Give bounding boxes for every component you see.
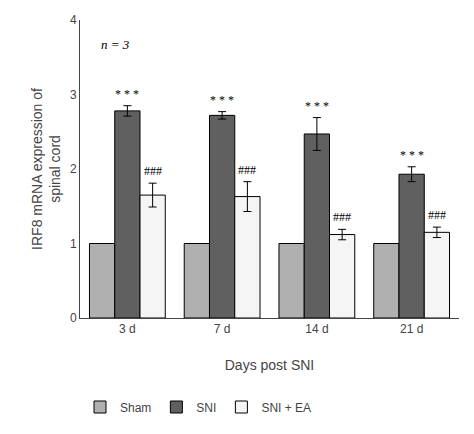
svg-text:Days post SNI: Days post SNI: [225, 357, 314, 373]
svg-text:IRF8 mRNA expression ofspinal: IRF8 mRNA expression ofspinal cord: [29, 88, 63, 250]
svg-text:###: ###: [428, 208, 446, 222]
svg-text:14 d: 14 d: [305, 322, 328, 336]
svg-text:* * *: * * *: [210, 93, 234, 107]
svg-text:n = 3: n = 3: [101, 37, 130, 52]
svg-text:* * *: * * *: [305, 99, 329, 113]
svg-text:SNI: SNI: [196, 401, 216, 415]
svg-text:1: 1: [70, 237, 77, 251]
svg-text:###: ###: [144, 164, 162, 178]
svg-text:###: ###: [333, 210, 351, 224]
svg-text:2: 2: [70, 162, 77, 176]
svg-text:Sham: Sham: [120, 401, 151, 415]
svg-text:21 d: 21 d: [400, 322, 423, 336]
svg-text:7 d: 7 d: [214, 322, 231, 336]
svg-text:4: 4: [70, 13, 77, 27]
svg-text:3: 3: [70, 88, 77, 102]
svg-text:3 d: 3 d: [119, 322, 136, 336]
svg-text:0: 0: [70, 311, 77, 325]
svg-text:* * *: * * *: [400, 148, 424, 162]
svg-text:###: ###: [238, 163, 256, 177]
svg-text:* * *: * * *: [115, 87, 139, 101]
svg-text:SNI + EA: SNI + EA: [261, 401, 311, 415]
